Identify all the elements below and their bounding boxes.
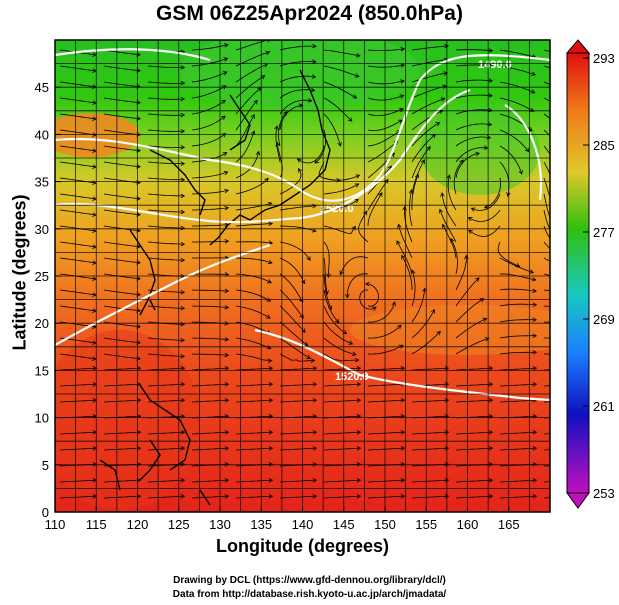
y-tick-label: 30 xyxy=(35,222,49,237)
y-axis-ticks: 0 5 10 15 20 25 30 35 40 45 xyxy=(35,80,61,520)
y-tick-label: 40 xyxy=(35,127,49,142)
y-tick-label: 0 xyxy=(42,505,49,520)
colorbar-label: 269 xyxy=(593,312,615,327)
x-tick-label: 130 xyxy=(209,517,231,532)
colorbar-label: 293 xyxy=(593,51,615,66)
colorbar: 293 285 277 269 261 253 xyxy=(565,39,615,509)
x-tick-label: 125 xyxy=(168,517,190,532)
graticule xyxy=(55,40,550,512)
y-tick-label: 5 xyxy=(42,458,49,473)
x-tick-label: 165 xyxy=(498,517,520,532)
x-tick-label: 145 xyxy=(333,517,355,532)
x-tick-label: 135 xyxy=(250,517,272,532)
y-tick-label: 15 xyxy=(35,363,49,378)
y-tick-label: 20 xyxy=(35,316,49,331)
x-tick-label: 110 xyxy=(45,517,66,532)
x-axis-ticks: 110 115 120 125 130 135 140 145 150 155 160 165 xyxy=(45,506,520,532)
contour-label: 1490.0 xyxy=(478,59,512,71)
colorbar-label: 277 xyxy=(593,225,615,240)
x-tick-label: 155 xyxy=(415,517,437,532)
wind-streamlines xyxy=(59,40,550,499)
y-tick-label: 35 xyxy=(35,175,49,190)
credit-line-dcl: Drawing by DCL (https://www.gfd-dennou.o… xyxy=(173,575,446,586)
y-tick-label: 10 xyxy=(35,411,49,426)
colorbar-label: 261 xyxy=(593,399,615,414)
x-tick-label: 140 xyxy=(292,517,314,532)
x-tick-label: 160 xyxy=(457,517,479,532)
y-axis-title: Latitude (degrees) xyxy=(9,194,30,351)
colorbar-label: 253 xyxy=(593,486,615,501)
x-tick-label: 120 xyxy=(127,517,149,532)
contour-label: 1520.0 xyxy=(335,371,369,383)
y-tick-label: 25 xyxy=(35,269,49,284)
x-tick-label: 115 xyxy=(86,517,107,532)
x-tick-label: 150 xyxy=(374,517,396,532)
y-tick-label: 45 xyxy=(35,80,49,95)
map-title: GSM 06Z25Apr2024 (850.0hPa) xyxy=(156,2,463,25)
credit-line-data-source: Data from http://database.rish.kyoto-u.a… xyxy=(172,589,447,600)
contour-label: 1520.0 xyxy=(320,203,354,215)
colorbar-label: 285 xyxy=(593,138,615,153)
x-axis-title: Longitude (degrees) xyxy=(215,536,389,556)
coastlines xyxy=(99,69,331,506)
